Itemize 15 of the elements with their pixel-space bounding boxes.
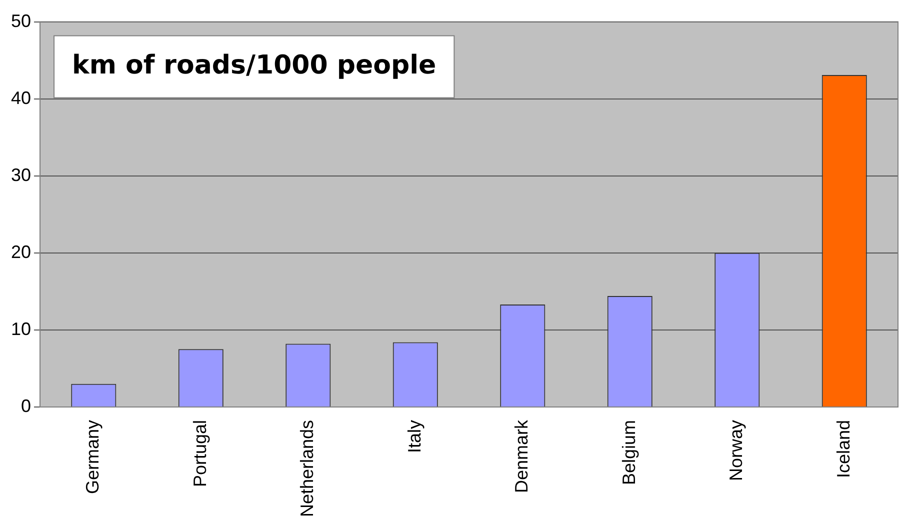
y-tick-label: 20	[10, 242, 32, 262]
x-tick-label: Portugal	[190, 420, 210, 487]
y-tick-label: 40	[10, 88, 32, 108]
y-tick-label: 30	[10, 164, 32, 185]
x-tick-label: Denmark	[512, 418, 532, 493]
text: km of roads/1000 people	[72, 50, 436, 81]
y-tick-label: 10	[10, 318, 32, 339]
x-tick-label: Belgium	[618, 420, 639, 485]
x-tick-label: Netherlands	[297, 420, 318, 518]
x-tick-label: Iceland	[833, 420, 854, 478]
y-tick-label: 50	[10, 10, 32, 31]
x-tick-label: Germany	[82, 420, 103, 494]
y-tick-label: 0	[21, 396, 32, 416]
x-tick-label: Italy	[404, 420, 424, 453]
x-tick-label: Norway	[726, 420, 746, 481]
